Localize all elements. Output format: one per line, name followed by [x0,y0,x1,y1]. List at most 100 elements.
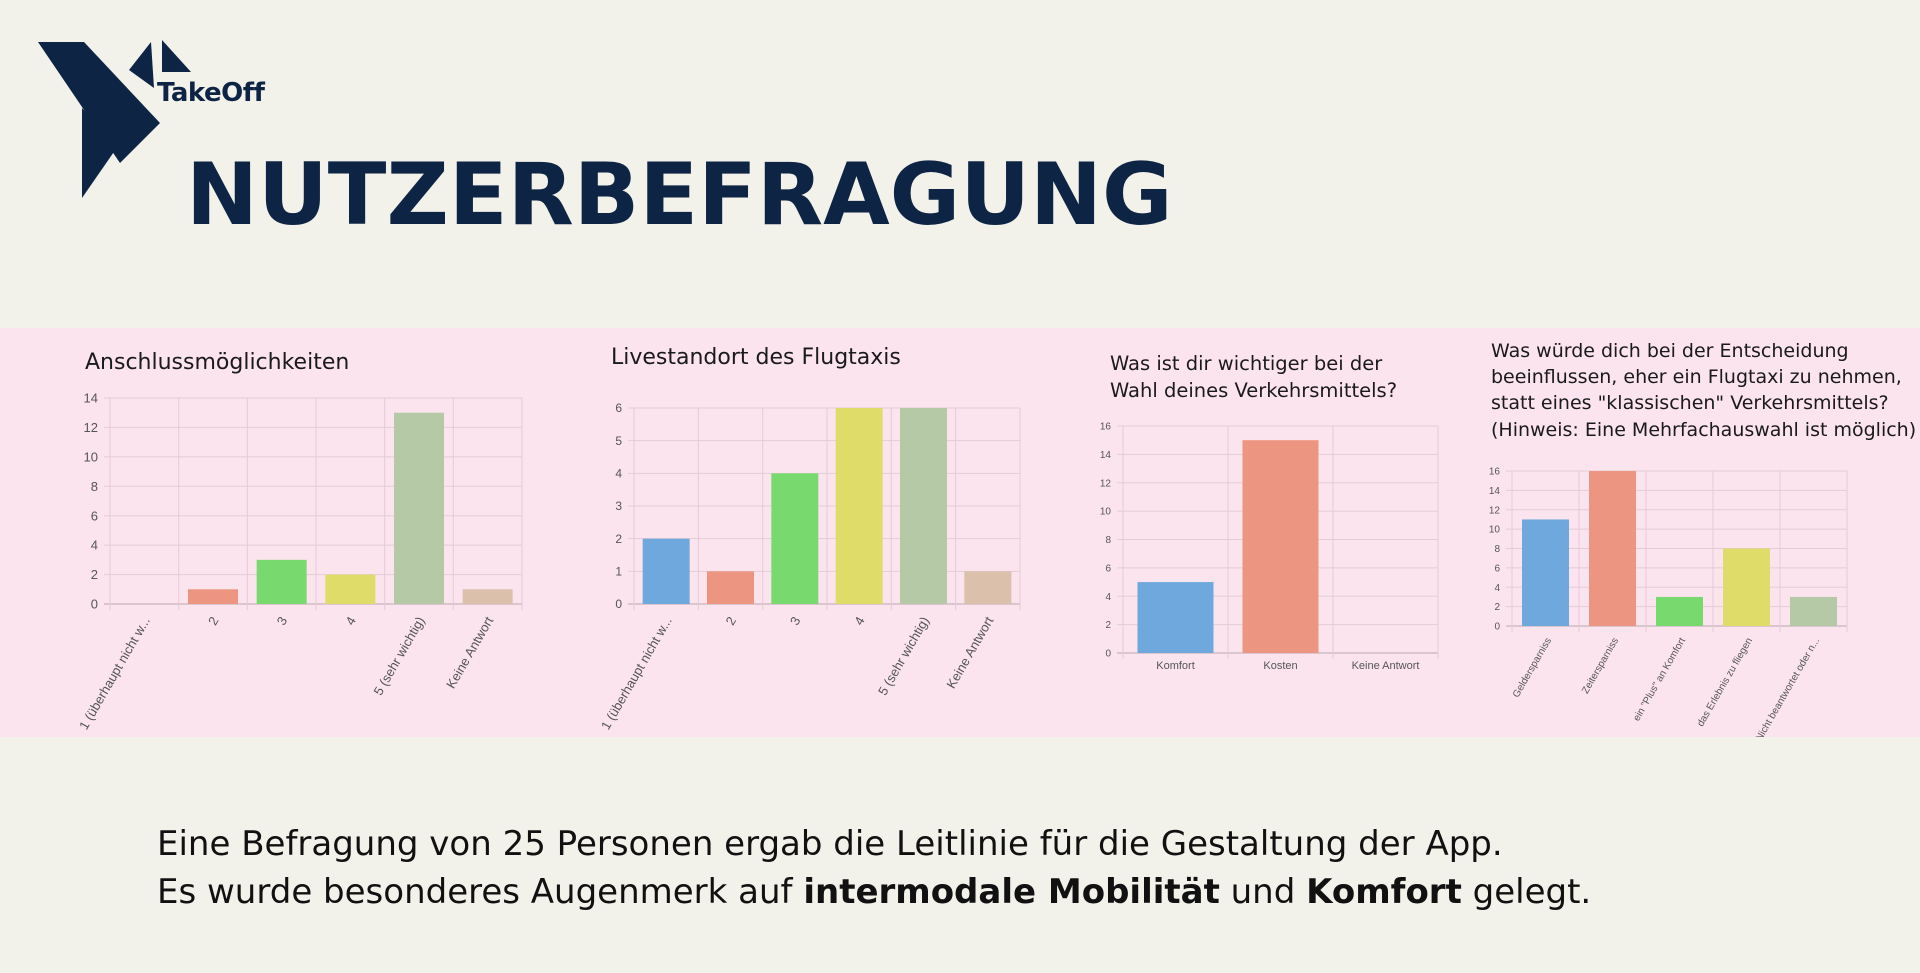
chart-2-title-line: Livestandort des Flugtaxis [611,345,901,370]
chart-2-bar [964,571,1012,604]
chart-1-y-tick: 14 [84,391,98,406]
chart-3-bar [1137,582,1214,653]
chart-2-bar [642,538,690,604]
chart-2-y-tick: 3 [615,499,622,513]
chart-2-x-label: 2 [722,614,739,628]
chart-2-y-tick: 4 [615,467,622,481]
chart-4-title-line-4: (Hinweis: Eine Mehrfachauswahl ist mögli… [1491,418,1917,441]
chart-1-title: Anschlussmöglichkeiten [85,348,349,379]
chart-3-y-tick: 10 [1100,507,1112,518]
chart-2-y-tick: 1 [615,565,622,579]
chart-4-title: Was würde dich bei der Entscheidung beei… [1491,338,1916,443]
chart-3-title: Was ist dir wichtiger bei der Wahl deine… [1110,350,1397,405]
chart-4-bar [1522,519,1569,626]
chart-3-x-label: Komfort [1156,660,1195,672]
chart-3-y-tick: 2 [1105,620,1111,631]
chart-3-y-tick: 8 [1105,535,1111,546]
chart-1-x-label: 2 [205,614,222,628]
chart-3-x-label: Keine Antwort [1352,660,1420,672]
chart-2-x-label: 3 [787,614,804,628]
chart-4-y-tick: 2 [1494,602,1500,613]
chart-3-y-tick: 4 [1105,592,1111,603]
chart-1-title-line: Anschlussmöglichkeiten [85,350,350,375]
chart-1-x-label: 5 (sehr wichtig) [371,614,428,698]
chart-4-x-label: Zeitersparniss [1580,636,1621,696]
chart-1-bar [325,574,376,604]
chart-1-y-tick: 2 [91,567,98,582]
chart-2-bar [707,571,754,604]
chart-3-bar [1242,440,1319,653]
chart-3-y-tick: 0 [1105,649,1111,660]
chart-4-title-line-1: Was würde dich bei der Entscheidung [1491,340,1849,362]
logo-shape-upper [129,42,154,88]
chart-4-y-tick: 8 [1494,544,1500,555]
chart-1-y-tick: 12 [84,420,98,435]
takeoff-logo [38,40,191,198]
chart-1-y-tick: 10 [84,449,98,464]
chart-3-title-line-2: Wahl deines Verkehrsmittels? [1110,379,1398,403]
chart-1-x-label: 3 [274,614,291,628]
chart-4-y-tick: 16 [1489,467,1501,478]
footer-text: Eine Befragung von 25 Personen ergab die… [157,820,1591,916]
footer-highlight-intermodal: intermodale Mobilität [803,872,1220,912]
chart-3-x-label: Kosten [1263,660,1297,672]
chart-2-x-label: 5 (sehr wichtig) [875,614,932,698]
chart-2-x-label: 1 (überhaupt nicht w... [598,614,675,732]
chart-4-y-tick: 10 [1489,525,1501,536]
chart-4-x-label: ein "Plus" an Komfort [1631,636,1688,723]
chart-4-title-line-3: statt eines "klassischen" Verkehrsmittel… [1491,392,1889,415]
footer-line-2: Es wurde besonderes Augenmerk auf interm… [157,868,1591,916]
page-title: NUTZERBEFRAGUNG [186,145,1173,245]
chart-4-y-tick: 6 [1494,563,1500,574]
chart-2-bar [835,408,883,604]
chart-4-y-tick: 14 [1489,486,1501,497]
chart-4-bar [1723,548,1770,626]
chart-4-title-line-2: beeinflussen, eher ein Flugtaxi zu nehme… [1491,366,1902,389]
chart-1-y-tick: 8 [91,479,98,494]
chart-2-bar [771,473,819,604]
chart-2-y-tick: 2 [615,532,622,546]
chart-4-x-label: Nicht beantwortet oder n... [1754,636,1822,737]
footer-highlight-komfort: Komfort [1306,872,1462,912]
chart-2-y-tick: 5 [615,434,622,448]
chart-1-y-tick: 0 [91,597,98,612]
chart-1-y-tick: 6 [91,508,98,523]
chart-3-y-tick: 14 [1100,450,1112,461]
chart-4-bar [1589,471,1636,626]
chart-3-y-tick: 12 [1100,478,1112,489]
chart-3-title-line-1: Was ist dir wichtiger bei der [1110,352,1383,375]
chart-2-bar [900,408,947,604]
chart-4-bar [1656,596,1703,626]
chart-2-x-label: Keine Antwort [943,614,996,691]
chart-3: 0 2 4 6 8 10 12 14 16 Komfort Kosten Keine Antwort [1100,422,1439,672]
chart-1: 0 2 4 6 8 10 12 14 1 (überhaupt nicht w... 2 3 4 5 (… [76,391,523,732]
chart-4-x-label: das Erlebnis zu fliegen [1695,636,1755,729]
footer-line-2-part-e: gelegt. [1461,872,1592,912]
logo-shape-lower [82,108,118,198]
chart-1-bar [188,589,238,604]
logo-shape-flag [162,40,191,72]
chart-2: 0 1 2 3 4 5 6 1 (überhaupt nicht w... 2 3 4 5 (sehr… [598,401,1021,732]
chart-4-y-tick: 12 [1489,505,1501,516]
chart-3-y-tick: 6 [1105,563,1111,574]
footer-line-2-part-a: Es wurde besonderes Augenmerk auf [157,872,804,912]
chart-1-bar [462,589,513,604]
footer-line-2-part-c: und [1219,872,1307,912]
footer-line-1: Eine Befragung von 25 Personen ergab die… [157,824,1503,864]
chart-1-bar [256,559,307,604]
logo-shape-main [38,42,160,163]
chart-4-y-tick: 4 [1494,583,1500,594]
chart-1-y-tick: 4 [91,538,98,553]
brand-name: TakeOff [157,78,265,108]
chart-1-x-label: 4 [342,614,359,628]
chart-2-title: Livestandort des Flugtaxis [611,343,901,374]
chart-3-y-tick: 16 [1100,422,1112,433]
chart-4-bar [1790,596,1837,626]
chart-2-x-label: 4 [851,614,868,628]
charts-band: Anschlussmöglichkeiten Livestandort des … [0,328,1920,737]
chart-2-y-tick: 0 [615,597,622,611]
chart-1-x-label: 1 (überhaupt nicht w... [76,614,153,732]
chart-2-y-tick: 6 [615,401,622,415]
chart-4-x-label: Geldersparniss [1511,636,1554,700]
